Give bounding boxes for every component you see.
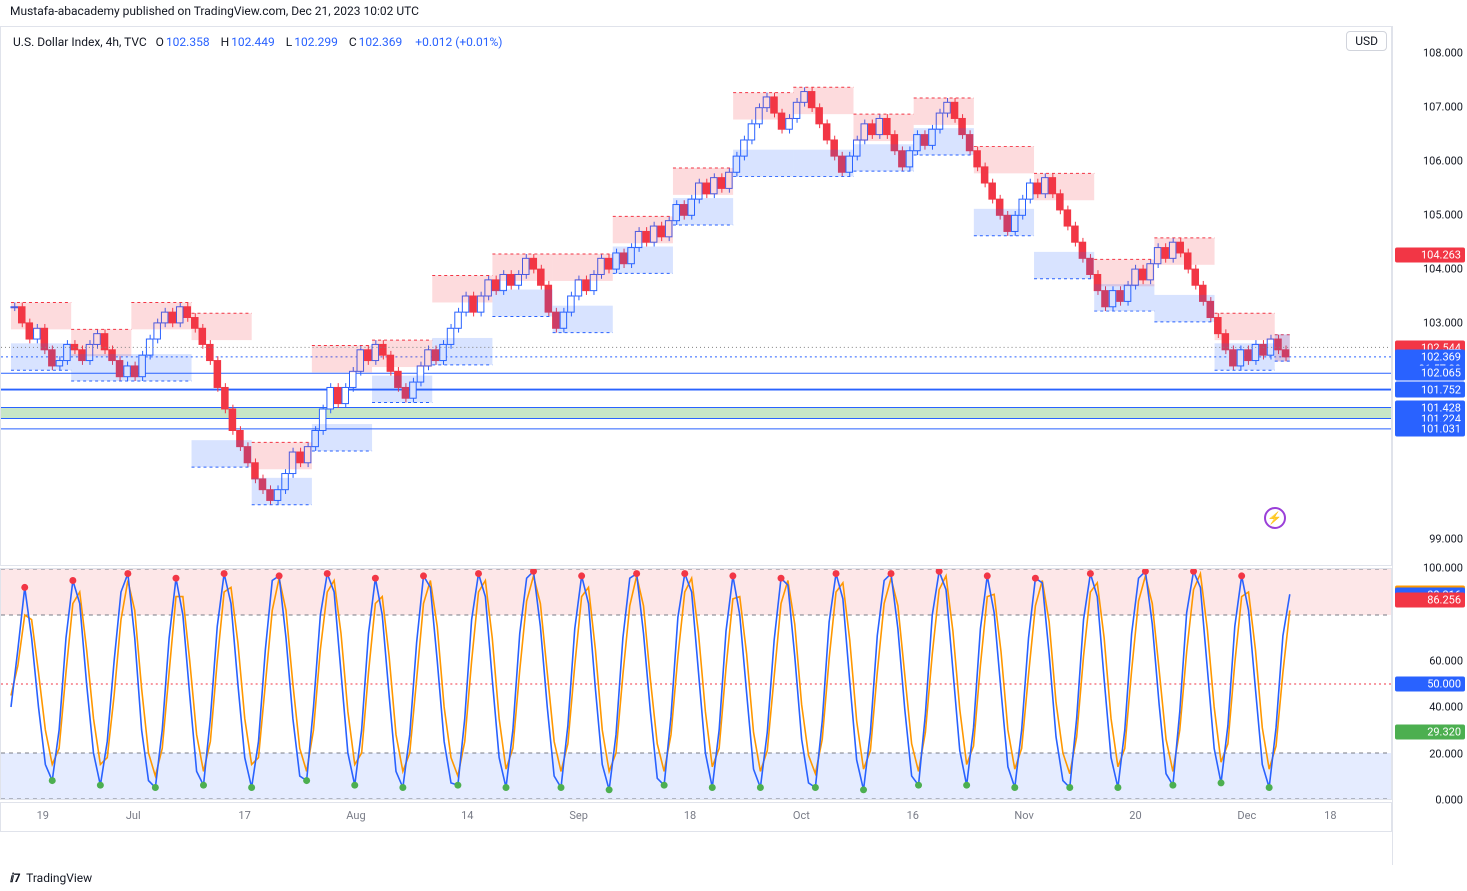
publish-text: Mustafa-abacademy published on TradingVi…: [10, 4, 419, 18]
ohlc-high: 102.449: [231, 35, 275, 49]
ohlc-change: +0.012 (+0.01%): [415, 35, 502, 49]
time-axis-label: Jul: [126, 809, 141, 822]
osc-axis-tick: 40.000: [1429, 701, 1463, 714]
price-axis-tick: 105.000: [1423, 209, 1463, 222]
time-axis-label: Aug: [346, 809, 365, 822]
time-axis-label: Oct: [793, 809, 810, 822]
price-axis-tag: 101.031: [1395, 422, 1465, 437]
time-axis-label: Dec: [1237, 809, 1256, 822]
osc-axis-tick: 0.000: [1435, 794, 1463, 807]
time-axis-label: 16: [907, 809, 919, 822]
time-axis-label: 18: [684, 809, 696, 822]
osc-axis-tag: 50.000: [1395, 677, 1465, 692]
osc-axis-tag: 29.320: [1395, 724, 1465, 739]
time-axis-label: 20: [1129, 809, 1141, 822]
footer: ⅈ7 TradingView: [0, 865, 1467, 891]
time-axis-label: 18: [1324, 809, 1336, 822]
osc-axis-tick: 20.000: [1429, 747, 1463, 760]
time-axis: 19Jul17Aug14Sep18Oct16Nov20Dec182024: [0, 802, 1392, 832]
price-axis-tag: 102.065: [1395, 366, 1465, 381]
ohlc-low: 102.299: [294, 35, 338, 49]
price-axis-tag: 104.263: [1395, 247, 1465, 262]
price-pane[interactable]: U.S. Dollar Index, 4h, TVC O102.358 H102…: [0, 26, 1392, 566]
price-axis-tag: 101.752: [1395, 383, 1465, 398]
currency-button[interactable]: USD: [1346, 31, 1387, 51]
ohlc-open: 102.358: [166, 35, 210, 49]
time-axis-label: 17: [238, 809, 250, 822]
price-axis[interactable]: 108.000 107.000 106.000 105.000 104.000 103.0…: [1392, 26, 1467, 865]
price-axis-tick: 99.000: [1429, 533, 1463, 546]
chart-plots: U.S. Dollar Index, 4h, TVC O102.358 H102…: [0, 26, 1392, 865]
price-axis-tick: 108.000: [1423, 47, 1463, 60]
symbol-legend: U.S. Dollar Index, 4h, TVC O102.358 H102…: [9, 33, 515, 51]
chart-container: U.S. Dollar Index, 4h, TVC O102.358 H102…: [0, 26, 1467, 865]
osc-axis-tick: 100.000: [1423, 562, 1463, 575]
price-axis-tick: 103.000: [1423, 317, 1463, 330]
price-axis-tick: 106.000: [1423, 155, 1463, 168]
osc-axis-tick: 60.000: [1429, 654, 1463, 667]
time-axis-label: Nov: [1014, 809, 1033, 822]
osc-axis-tag: 86.256: [1395, 592, 1465, 607]
brand-label: TradingView: [26, 871, 92, 885]
price-chart-svg: [1, 27, 1391, 565]
price-axis-tick: 107.000: [1423, 101, 1463, 114]
ohlc-close: 102.369: [359, 35, 403, 49]
oscillator-svg: [1, 569, 1391, 799]
tradingview-logo-icon: ⅈ7: [10, 871, 20, 885]
price-axis-tick: 104.000: [1423, 263, 1463, 276]
symbol-name: U.S. Dollar Index, 4h, TVC: [13, 35, 147, 49]
time-axis-label: 19: [37, 809, 49, 822]
lightning-icon[interactable]: ⚡: [1264, 507, 1286, 529]
oscillator-pane[interactable]: [0, 568, 1392, 800]
time-axis-label: 14: [461, 809, 473, 822]
time-axis-label: Sep: [569, 809, 588, 822]
publish-header: Mustafa-abacademy published on TradingVi…: [0, 0, 1467, 26]
